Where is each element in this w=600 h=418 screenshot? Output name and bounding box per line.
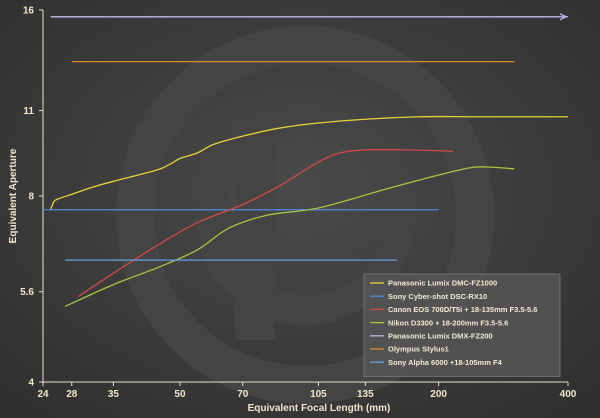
legend-entry-label: Olympus Stylus1 bbox=[388, 345, 449, 354]
x-tick-label: 200 bbox=[430, 389, 447, 400]
x-tick-label: 400 bbox=[560, 389, 577, 400]
x-tick-label: 135 bbox=[357, 389, 374, 400]
x-tick-label: 28 bbox=[66, 389, 78, 400]
y-tick-label: 8 bbox=[28, 192, 34, 203]
series-arrow-head bbox=[559, 13, 568, 21]
x-tick-label: 70 bbox=[237, 389, 249, 400]
legend-entry-label: Panasonic Lumix DMX-FZ200 bbox=[388, 332, 493, 341]
legend: Panasonic Lumix DMC-FZ1000 Sony Cyber-sho… bbox=[363, 273, 561, 377]
y-tick-label: 5.6 bbox=[20, 287, 34, 298]
legend-entry-label: Nikon D3300 + 18-200mm F3.5-5.6 bbox=[388, 318, 508, 327]
plot-area: 24 28 35 50 70 105 135 200 400 4 5.6 8 11 16 bbox=[20, 6, 577, 401]
legend-entry-label: Panasonic Lumix DMC-FZ1000 bbox=[388, 279, 497, 288]
legend-entry-label: Sony Alpha 6000 +18-105mm F4 bbox=[388, 358, 503, 367]
watermark-logo bbox=[116, 26, 494, 404]
legend-entry-label: Canon EOS 700D/T5i + 18-135mm F3.5-5.6 bbox=[388, 305, 537, 314]
x-tick-label: 24 bbox=[37, 389, 49, 400]
y-tick-label: 11 bbox=[23, 106, 34, 117]
y-tick-label: 4 bbox=[28, 378, 34, 389]
x-axis-label: Equivalent Focal Length (mm) bbox=[248, 403, 391, 414]
y-tick-label: 16 bbox=[23, 6, 35, 17]
x-tick-label: 35 bbox=[108, 389, 120, 400]
series-line-4 bbox=[64, 166, 515, 308]
legend-box bbox=[363, 273, 561, 377]
x-tick-label: 105 bbox=[310, 389, 327, 400]
series-line-3 bbox=[77, 148, 454, 298]
x-tick-label: 50 bbox=[174, 389, 186, 400]
legend-entry-label: Sony Cyber-shot DSC-RX10 bbox=[388, 292, 487, 301]
series-line-1 bbox=[50, 115, 568, 211]
y-axis-label: Equivalent Aperture bbox=[8, 148, 19, 243]
